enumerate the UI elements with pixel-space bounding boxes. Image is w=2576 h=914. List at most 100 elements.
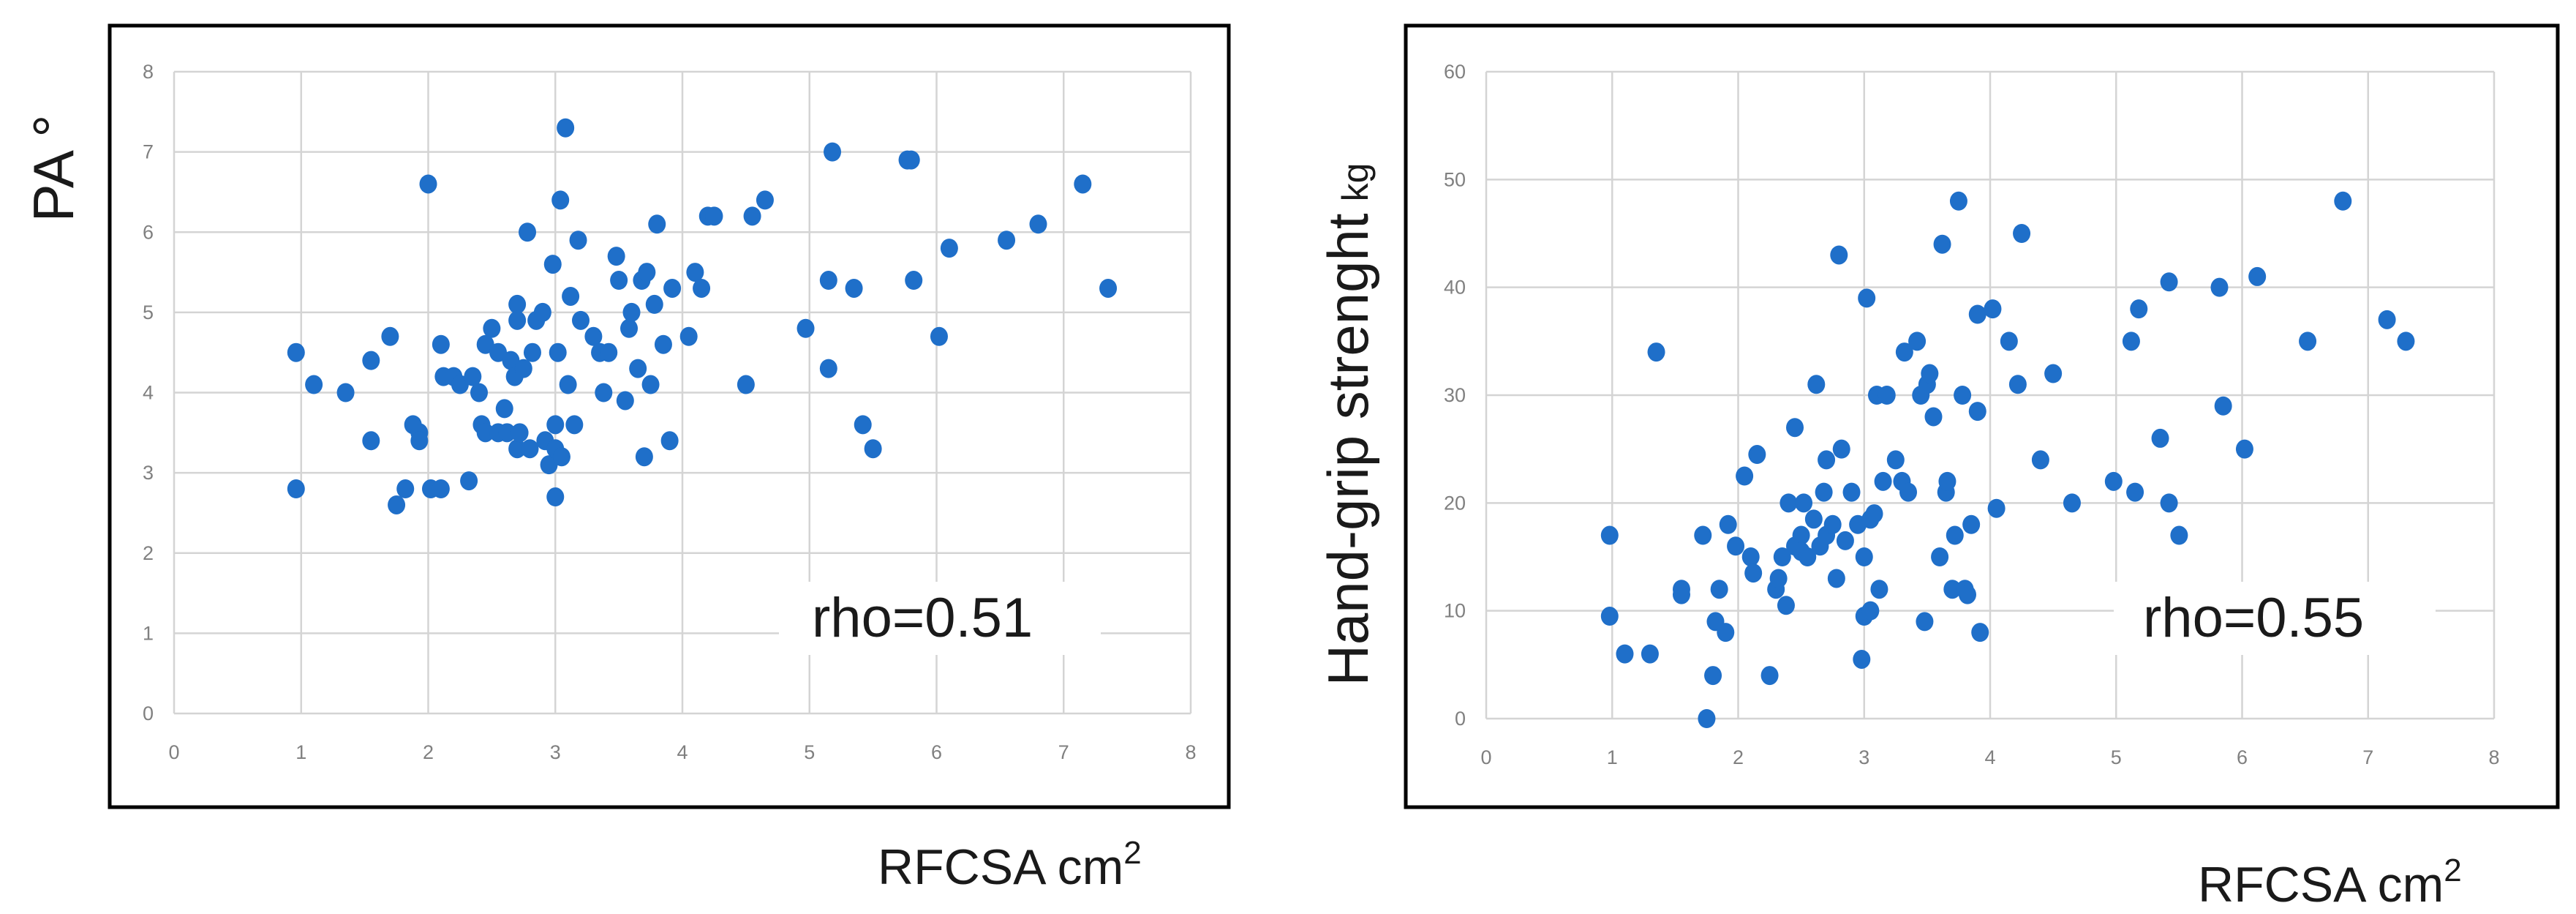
data-point (2248, 266, 2267, 286)
x-tick-label: 3 (550, 741, 561, 763)
y-axis-label-text: Hand-grip strenght (1316, 213, 1380, 686)
data-point (1832, 439, 1850, 459)
data-point (1792, 525, 1810, 545)
data-point (1943, 580, 1962, 599)
data-point (1886, 450, 1905, 470)
data-point (1968, 304, 1986, 324)
data-point (511, 423, 529, 443)
data-point (2214, 396, 2232, 416)
data-point (2160, 493, 2178, 513)
data-point (1717, 623, 1735, 643)
y-axis-label-unit: kg (1335, 163, 1376, 202)
data-point (381, 326, 399, 346)
y-tick-label: 0 (1455, 708, 1466, 730)
data-point (1968, 402, 1986, 422)
data-point (645, 294, 663, 314)
data-point (432, 479, 450, 499)
data-point (819, 271, 837, 291)
data-point (1744, 563, 1763, 583)
data-point (540, 455, 558, 475)
data-point (549, 342, 567, 362)
data-point (1823, 514, 1842, 534)
data-point (495, 399, 513, 419)
data-point (610, 271, 628, 291)
data-point (1748, 445, 1766, 465)
x-tick-label: 0 (1480, 746, 1491, 768)
data-point (1878, 386, 1896, 405)
x-axis-label: RFCSA cm2 (878, 835, 1142, 895)
data-point (819, 359, 837, 378)
data-point (824, 142, 842, 162)
data-point (1938, 471, 1957, 491)
data-point (660, 431, 679, 451)
data-point (1777, 596, 1795, 615)
data-point (476, 334, 494, 354)
data-point (1804, 509, 1823, 529)
data-point (1600, 525, 1619, 545)
rho-annotation: rho=0.55 (2143, 587, 2364, 649)
x-tick-label: 4 (1984, 746, 1995, 768)
data-point (287, 342, 305, 362)
data-point (2397, 331, 2415, 351)
data-point (557, 118, 575, 138)
x-tick-label: 7 (2362, 746, 2373, 768)
data-point (2151, 428, 2169, 448)
data-point (620, 318, 639, 338)
data-point (388, 495, 406, 514)
x-tick-label: 7 (1058, 741, 1069, 763)
data-point (551, 190, 570, 210)
data-point (543, 255, 562, 274)
data-point (641, 375, 660, 394)
data-point (1818, 450, 1836, 470)
x-axis-label-superscript: 2 (1123, 835, 1141, 871)
data-point (737, 375, 755, 394)
data-point (508, 294, 527, 314)
scatter-points (287, 118, 1118, 514)
y-tick-label: 0 (143, 703, 154, 724)
data-point (1853, 649, 1871, 669)
data-point (502, 351, 520, 370)
data-point (1672, 585, 1690, 604)
data-point (1780, 493, 1798, 513)
data-point (362, 431, 380, 451)
data-point (930, 326, 948, 346)
y-axis-label: PA ° (21, 115, 86, 222)
y-tick-label: 60 (1444, 61, 1466, 83)
x-tick-label: 1 (295, 741, 306, 763)
data-point (1827, 569, 1845, 588)
data-point (1074, 174, 1092, 194)
y-tick-labels: 0 1 2 3 4 5 6 7 8 (143, 61, 154, 724)
data-point (508, 439, 527, 459)
data-point (2235, 439, 2253, 459)
data-point (546, 487, 565, 507)
data-point (854, 415, 872, 435)
scatter-points (1600, 191, 2415, 728)
data-point (2334, 191, 2352, 211)
data-point (654, 334, 672, 354)
y-tick-labels: 0 10 20 30 40 50 60 (1444, 61, 1466, 730)
data-point (2044, 364, 2063, 383)
data-point (998, 231, 1016, 250)
data-point (743, 206, 761, 226)
data-point (287, 479, 305, 499)
data-point (396, 479, 415, 499)
data-point (1815, 482, 1833, 502)
data-point (572, 310, 590, 330)
data-point (584, 326, 603, 346)
data-point (1855, 547, 1873, 566)
y-tick-label: 50 (1444, 168, 1466, 190)
data-point (1916, 612, 1934, 632)
data-point (1647, 342, 1665, 362)
data-point (305, 375, 323, 394)
x-tick-label: 5 (804, 741, 815, 763)
x-axis-label-text: RFCSA cm (878, 839, 1123, 895)
chart-pa-vs-rfcsa: 0 1 2 3 4 5 6 7 8 0 1 2 3 4 5 6 7 8 rho=0.51 PA ° RFCSA … (21, 23, 1231, 895)
data-point (460, 471, 478, 491)
data-point (1099, 278, 1118, 298)
data-point (410, 431, 429, 451)
data-point (1830, 245, 1848, 265)
data-point (1931, 547, 1949, 566)
data-point (622, 302, 641, 322)
x-tick-label: 4 (677, 741, 688, 763)
y-tick-label: 30 (1444, 384, 1466, 406)
